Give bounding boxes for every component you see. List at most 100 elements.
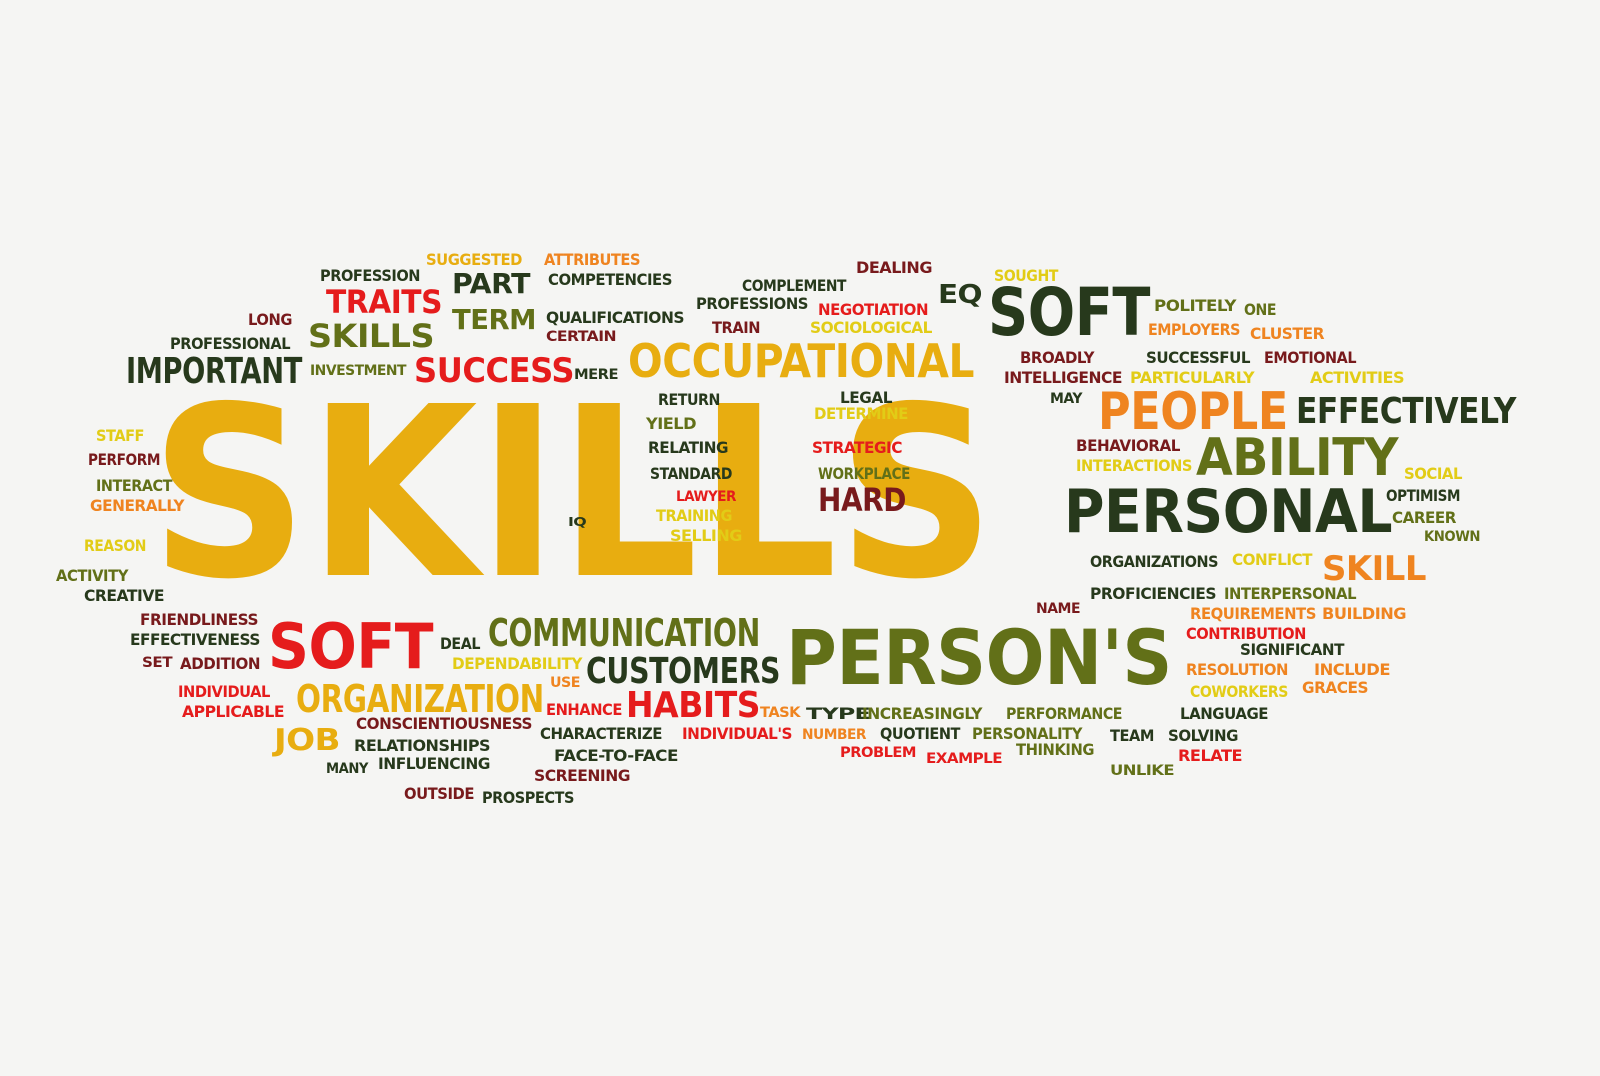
word-dealing: DEALING bbox=[856, 258, 932, 277]
word-reason: REASON bbox=[84, 536, 146, 555]
word-task: TASK bbox=[760, 705, 801, 721]
word-increasingly: INCREASINGLY bbox=[862, 704, 983, 723]
word-include: INCLUDE bbox=[1314, 660, 1390, 679]
word-example: EXAMPLE bbox=[926, 751, 1003, 767]
word-soft: SOFT bbox=[988, 274, 1151, 351]
word-conscientiousness: CONSCIENTIOUSNESS bbox=[356, 714, 532, 733]
word-intelligence: INTELLIGENCE bbox=[1004, 368, 1123, 387]
word-optimism: OPTIMISM bbox=[1386, 486, 1461, 505]
word-type: TYPE bbox=[806, 704, 871, 723]
word-broadly: BROADLY bbox=[1020, 348, 1094, 367]
word-prospects: PROSPECTS bbox=[482, 788, 574, 807]
word-occupational: OCCUPATIONAL bbox=[628, 334, 974, 388]
word-ability: ABILITY bbox=[1196, 428, 1399, 488]
word-important: IMPORTANT bbox=[126, 351, 302, 392]
word-particularly: PARTICULARLY bbox=[1130, 368, 1255, 387]
word-graces: GRACES bbox=[1302, 678, 1368, 697]
word-requirements: REQUIREMENTS bbox=[1190, 604, 1316, 623]
word-generally: GENERALLY bbox=[90, 496, 184, 515]
word-sociological: SOCIOLOGICAL bbox=[810, 318, 932, 337]
word-deal: DEAL bbox=[440, 634, 481, 653]
word-problem: PROBLEM bbox=[840, 745, 917, 761]
word-relationships: RELATIONSHIPS bbox=[354, 736, 491, 755]
word-language: LANGUAGE bbox=[1180, 704, 1269, 723]
word-mere: MERE bbox=[574, 367, 619, 383]
word-emotional: EMOTIONAL bbox=[1264, 348, 1357, 367]
word-long: LONG bbox=[248, 310, 292, 329]
word-sought: SOUGHT bbox=[994, 266, 1059, 285]
word-investment: INVESTMENT bbox=[310, 363, 407, 379]
word-effectiveness: EFFECTIVENESS bbox=[130, 630, 260, 649]
word-many: MANY bbox=[326, 761, 368, 777]
word-suggested: SUGGESTED bbox=[426, 250, 522, 269]
word-workplace: WORKPLACE bbox=[818, 464, 910, 483]
word-friendliness: FRIENDLINESS bbox=[140, 610, 259, 629]
word-relating: RELATING bbox=[648, 438, 729, 457]
word-skill: SKILL bbox=[1322, 549, 1427, 589]
word-significant: SIGNIFICANT bbox=[1240, 640, 1344, 659]
word-performance: PERFORMANCE bbox=[1006, 704, 1123, 723]
word-individual: INDIVIDUAL bbox=[178, 682, 270, 701]
word-interactions: INTERACTIONS bbox=[1076, 456, 1192, 475]
word-habits: HABITS bbox=[626, 685, 761, 726]
word-profession: PROFESSION bbox=[320, 266, 421, 285]
word-creative: CREATIVE bbox=[84, 586, 165, 605]
word-organization: ORGANIZATION bbox=[296, 677, 544, 721]
word-job: JOB bbox=[274, 723, 341, 758]
word-personality: PERSONALITY bbox=[972, 724, 1082, 743]
word-addition: ADDITION bbox=[180, 654, 261, 673]
word-building: BUILDING bbox=[1322, 604, 1407, 623]
word-competencies: COMPETENCIES bbox=[548, 270, 672, 289]
word-person-s: PERSON'S bbox=[786, 613, 1172, 702]
word-skills: SKILLS bbox=[150, 356, 995, 631]
word-number: NUMBER bbox=[802, 727, 866, 743]
word-use: USE bbox=[550, 675, 580, 691]
word-strategic: STRATEGIC bbox=[812, 438, 903, 457]
word-eq: EQ bbox=[938, 280, 983, 310]
word-standard: STANDARD bbox=[650, 464, 732, 483]
word-success: SUCCESS bbox=[414, 351, 575, 391]
word-resolution: RESOLUTION bbox=[1186, 660, 1288, 679]
word-conflict: CONFLICT bbox=[1232, 550, 1312, 569]
word-successful: SUCCESSFUL bbox=[1146, 348, 1250, 367]
word-characterize: CHARACTERIZE bbox=[540, 724, 662, 743]
word-communication: COMMUNICATION bbox=[488, 611, 761, 655]
word-term: TERM bbox=[452, 303, 537, 336]
word-return: RETURN bbox=[658, 390, 720, 409]
word-interact: INTERACT bbox=[96, 476, 173, 495]
word-name: NAME bbox=[1036, 601, 1081, 617]
word-training: TRAINING bbox=[656, 506, 733, 525]
word-qualifications: QUALIFICATIONS bbox=[546, 308, 685, 327]
word-iq: IQ bbox=[568, 515, 587, 529]
word-contribution: CONTRIBUTION bbox=[1186, 624, 1306, 643]
word-employers: EMPLOYERS bbox=[1148, 320, 1240, 339]
word-complement: COMPLEMENT bbox=[742, 276, 847, 295]
word-customers: CUSTOMERS bbox=[586, 651, 781, 692]
word-legal: LEGAL bbox=[840, 388, 893, 407]
word-proficiencies: PROFICIENCIES bbox=[1090, 584, 1217, 603]
word-politely: POLITELY bbox=[1154, 296, 1237, 315]
word-attributes: ATTRIBUTES bbox=[544, 250, 641, 269]
word-dependability: DEPENDABILITY bbox=[452, 654, 582, 673]
word-career: CAREER bbox=[1392, 508, 1456, 527]
word-soft: SOFT bbox=[268, 610, 434, 683]
word-hard: HARD bbox=[818, 481, 906, 519]
word-certain: CERTAIN bbox=[546, 329, 617, 345]
word-individual-s: INDIVIDUAL'S bbox=[682, 724, 793, 743]
word-professions: PROFESSIONS bbox=[696, 294, 808, 313]
word-unlike: UNLIKE bbox=[1110, 763, 1175, 779]
word-skills: SKILLS bbox=[308, 317, 435, 355]
word-coworkers: COWORKERS bbox=[1190, 682, 1288, 701]
word-selling: SELLING bbox=[670, 526, 742, 545]
word-negotiation: NEGOTIATION bbox=[818, 300, 929, 319]
word-professional: PROFESSIONAL bbox=[170, 334, 291, 353]
word-personal: PERSONAL bbox=[1064, 477, 1393, 547]
word-may: MAY bbox=[1050, 391, 1083, 407]
word-cluster: CLUSTER bbox=[1250, 324, 1325, 343]
word-part: PART bbox=[452, 267, 531, 300]
word-influencing: INFLUENCING bbox=[378, 754, 490, 773]
word-team: TEAM bbox=[1110, 726, 1155, 745]
word-relate: RELATE bbox=[1178, 746, 1243, 765]
word-traits: TRAITS bbox=[326, 283, 443, 321]
